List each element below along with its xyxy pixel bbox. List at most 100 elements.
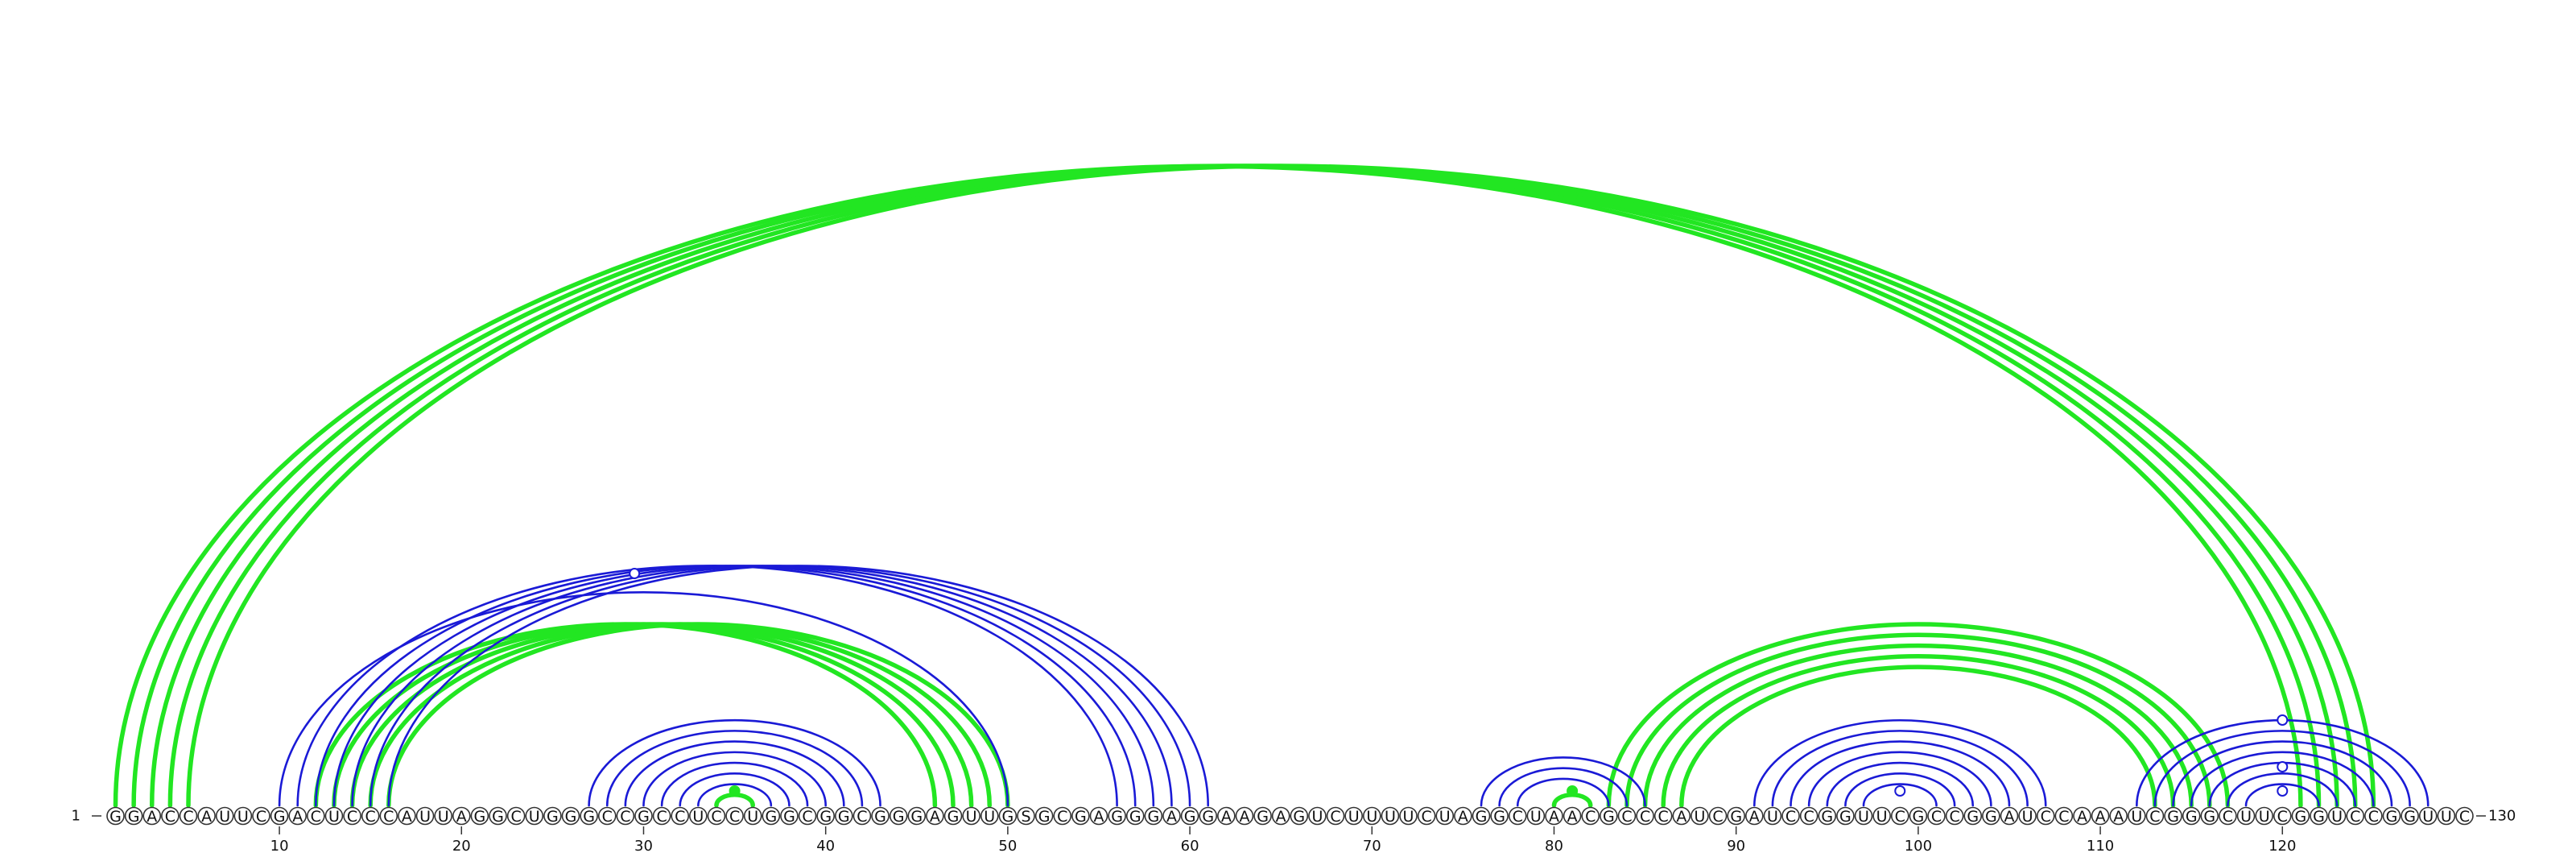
nucleotide: A [2109,806,2128,826]
nucleotide: C [725,806,744,826]
nucleotide-letter: A [456,808,467,826]
nucleotide-letter: G [492,808,504,826]
nucleotide-letter: U [692,808,704,826]
nucleotide-circle [1545,806,1563,826]
nucleotide: U [1362,806,1381,826]
blue-pair-arc [2153,730,2411,807]
nucleotide-circle [452,806,471,826]
nucleotide-circle [124,806,143,826]
nucleotide: A [398,806,416,826]
tick-label: 70 [1363,838,1381,855]
nucleotide-circle [616,806,635,826]
nucleotide-circle [1217,806,1236,826]
nucleotide-letter: C [1057,808,1067,826]
nucleotide: G [1144,806,1163,826]
nucleotide: C [307,806,325,826]
blue-pair-arc [2227,772,2339,807]
nucleotide: G [2401,806,2419,826]
nucleotide-letter: C [2223,808,2233,826]
nucleotide-letter: U [1694,808,1705,826]
blue-pair-arc [1790,740,2011,807]
nucleotide-letter: C [311,808,321,826]
nucleotide: G [1963,806,1983,826]
nucleotide: G [1071,806,1090,826]
nucleotide-circle [1617,806,1637,826]
nucleotide: C [597,806,617,826]
nucleotide-letter: G [2386,808,2398,826]
tick-label: 30 [634,838,653,855]
nucleotide: G [124,806,143,826]
green-pair-arc [1661,653,2176,808]
nucleotide-circle [798,806,817,826]
nucleotide-circle [2036,806,2055,826]
nucleotide-circle [1454,806,1472,826]
nucleotide-circle [2073,806,2091,826]
nucleotide-letter: U [1311,808,1323,826]
nucleotide-circle [2437,806,2456,826]
green-pair-arc [1679,664,2157,808]
green-pair-arc [349,622,974,808]
nucleotide: U [2437,806,2456,826]
nucleotide: G [1727,806,1745,826]
nucleotide: C [1781,806,1800,826]
nucleotide-letter: A [2004,808,2014,826]
nucleotide-letter: G [109,808,122,826]
nucleotide-circle [1781,806,1800,826]
nucleotide-letter: C [802,808,812,826]
green-pair-arc [386,622,1010,808]
nucleotide-circle [252,806,270,826]
nucleotide-letter: G [638,808,650,826]
nucleotide-circle [543,806,562,826]
nucleotide-circle [2182,806,2201,826]
nucleotide: C [2273,806,2292,826]
blue-pair-arc [278,591,1009,807]
nucleotide-letter: C [1949,808,1959,826]
nucleotide: U [434,806,452,826]
nucleotide: U [2327,806,2347,826]
nucleotide: A [2091,806,2110,826]
nucleotide: U [1690,806,1709,826]
nucleotide: G [1108,806,1126,826]
nucleotide-circle [470,806,489,826]
blue-pair-arc [2172,740,2393,807]
nucleotide: G [270,806,289,826]
nucleotide: C [2219,806,2237,826]
blue-pair-arc [1826,761,1975,807]
nucleotide-circle [2291,806,2310,826]
nucleotide-letter: A [1221,808,1232,826]
tick-label: 40 [816,838,835,855]
nucleotide: U [1872,806,1891,826]
nucleotide-circle [1362,806,1381,826]
nucleotide: A [926,806,944,826]
nucleotide-circle [1253,806,1272,826]
nucleotide-circle [561,806,580,826]
nucleotide-circle [1745,806,1764,826]
nucleotide-circle [270,806,289,826]
nucleotide-circle [1563,806,1582,826]
open-marker-dot [2277,761,2289,772]
nucleotide: G [1982,806,2000,826]
nucleotide-letter: G [1002,808,1014,826]
green-pair-arc [186,164,2376,808]
blue-pair-arc [1807,751,1992,807]
open-marker-dot [2277,714,2289,726]
nucleotide: U [743,806,762,826]
nucleotide: C [616,806,635,826]
nucleotide-circle [2327,806,2347,826]
nucleotide-letter: C [347,808,357,826]
nucleotide-circle [780,806,799,826]
nucleotide: A [2000,806,2019,826]
nucleotide-letter: A [201,808,212,826]
nucleotide-letter: C [2368,808,2379,826]
nucleotide: A [1454,806,1472,826]
nucleotide-letter: C [1640,808,1650,826]
nucleotide-circle [361,806,380,826]
nucleotide-letter: G [1730,808,1742,826]
nucleotide-circle [1653,806,1673,826]
nucleotide: U [324,806,344,826]
nucleotide: A [1162,806,1181,826]
nucleotide-circle [926,806,944,826]
nucleotide: S [1017,806,1035,826]
nucleotide-letter: C [602,808,613,826]
nucleotide-circle [1927,806,1946,826]
